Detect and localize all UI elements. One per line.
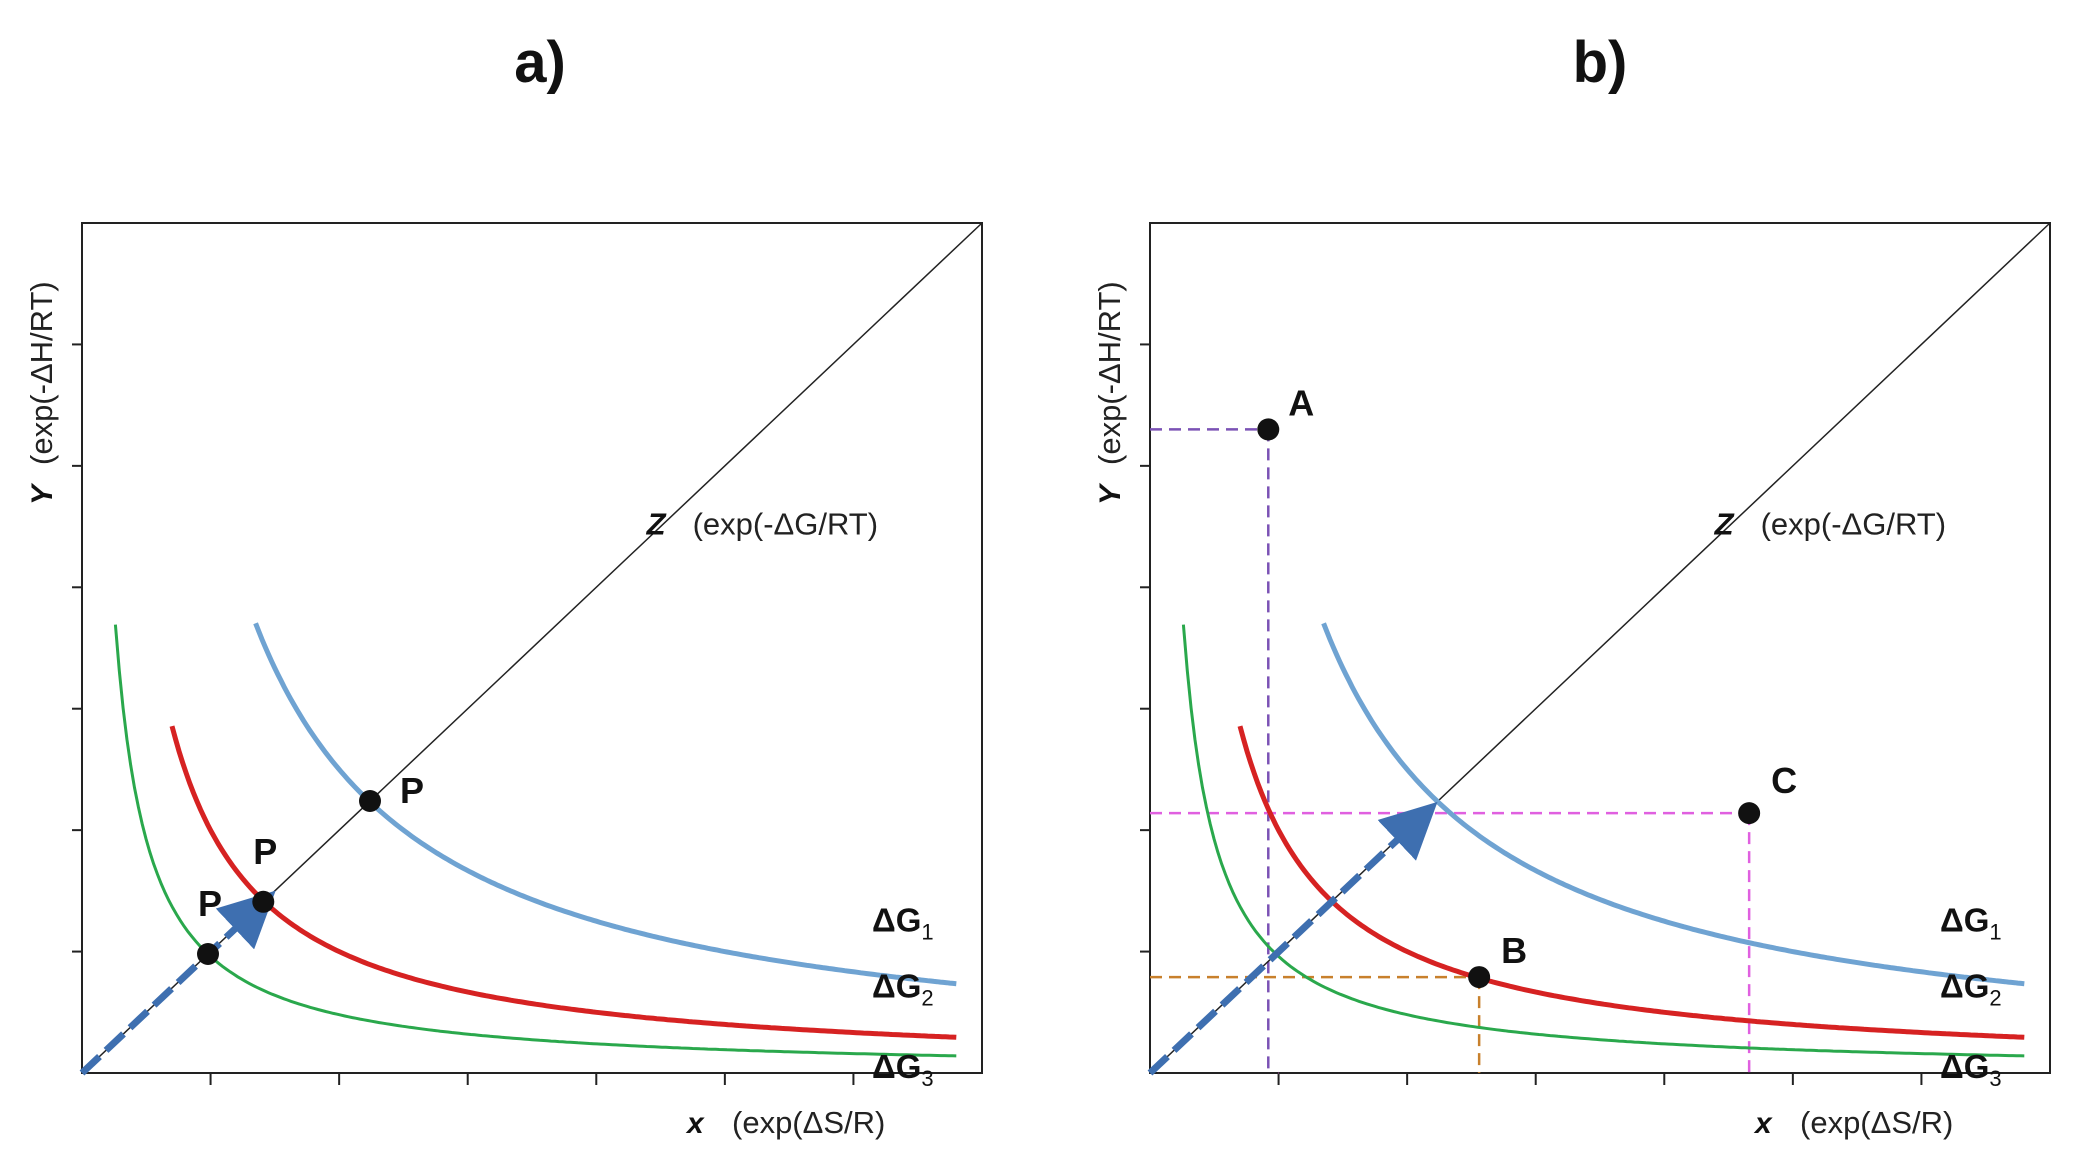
curve-label-subscript: 1: [1989, 920, 2001, 945]
point-P: [197, 943, 219, 965]
curve-label-2: ΔG3: [872, 1048, 934, 1091]
x-axis-expression: (exp(ΔS/R): [732, 1105, 885, 1140]
curve-label-subscript: 3: [1989, 1066, 2001, 1091]
y-axis-expression: (exp(-ΔH/RT): [24, 281, 59, 465]
diagonal-label-symbol: Z: [646, 507, 667, 542]
diagonal-arrow: [79, 890, 276, 1076]
curve-label-name: ΔG: [872, 902, 921, 939]
curve-label-name: ΔG: [1940, 967, 1989, 1004]
curve-ΔG1: [1321, 622, 2025, 987]
curve-label-subscript: 2: [1989, 985, 2001, 1010]
plot-frame: [81, 222, 983, 1074]
x-axis-expression: (exp(ΔS/R): [1800, 1105, 1953, 1140]
point-label: P: [253, 831, 277, 872]
curve-label-name: ΔG: [1940, 1048, 1989, 1085]
curve-label-2: ΔG3: [1940, 1048, 2002, 1091]
y-axis-symbol: Y: [1094, 482, 1127, 505]
panel-title-a: a): [514, 30, 566, 95]
diagonal-label-symbol: Z: [1714, 507, 1735, 542]
curve-label-0: ΔG1: [872, 902, 934, 945]
curve-label-subscript: 1: [921, 920, 933, 945]
curve-ΔG3: [1181, 624, 2025, 1058]
y-axis-symbol: Y: [26, 482, 59, 505]
x-axis-symbol: x: [1753, 1107, 1773, 1140]
curve-label-1: ΔG2: [1940, 967, 2002, 1010]
point-label: P: [198, 883, 222, 924]
curve-label-0: ΔG1: [1940, 902, 2002, 945]
point-label: B: [1501, 930, 1527, 971]
point-label: C: [1771, 760, 1797, 801]
plot-frame: [1149, 222, 2051, 1074]
point-P: [252, 890, 275, 913]
diagonal-label-expression: (exp(-ΔG/RT): [1761, 507, 1946, 542]
point-A: [1257, 418, 1280, 441]
x-axis-symbol: x: [685, 1107, 705, 1140]
curve-label-name: ΔG: [872, 1048, 921, 1085]
curve-ΔG2: [169, 725, 957, 1040]
curve-label-1: ΔG2: [872, 967, 934, 1010]
point-C: [1738, 802, 1761, 825]
curve-ΔG3: [113, 624, 957, 1058]
point-P: [359, 790, 381, 812]
curve-label-name: ΔG: [1940, 902, 1989, 939]
curve-label-subscript: 2: [921, 985, 933, 1010]
diagonal-arrow: [1147, 801, 1438, 1076]
point-B: [1468, 966, 1491, 989]
point-label: P: [400, 770, 424, 811]
curve-label-subscript: 3: [921, 1066, 933, 1091]
y-axis-expression: (exp(-ΔH/RT): [1092, 281, 1127, 465]
point-label: A: [1288, 382, 1314, 423]
panel-title-b: b): [1573, 30, 1628, 95]
diagonal-label-expression: (exp(-ΔG/RT): [693, 507, 878, 542]
curve-label-name: ΔG: [872, 967, 921, 1004]
curve-ΔG2: [1237, 725, 2025, 1040]
